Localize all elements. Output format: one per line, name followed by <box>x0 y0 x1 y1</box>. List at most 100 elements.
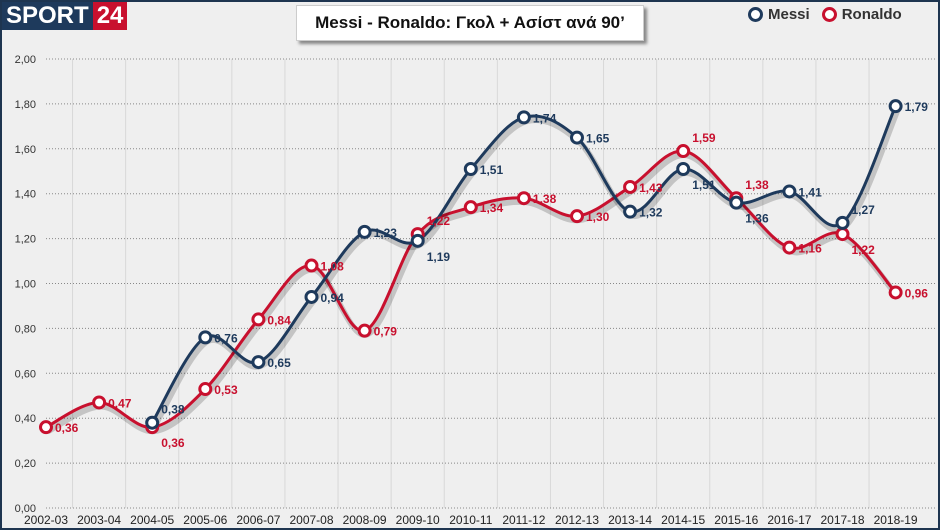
data-label-ronaldo: 1,30 <box>586 210 610 224</box>
data-point-ronaldo <box>357 323 372 338</box>
y-tick-label: 1,20 <box>15 234 36 246</box>
data-point-messi <box>251 355 266 370</box>
x-tick-label: 2002-03 <box>24 513 68 527</box>
data-point-ronaldo <box>304 258 319 273</box>
y-tick-label: 0,80 <box>15 323 36 335</box>
y-tick-label: 0,20 <box>15 458 36 470</box>
y-tick-label: 1,80 <box>15 99 36 111</box>
x-tick-label: 2012-13 <box>555 513 599 527</box>
x-tick-label: 2013-14 <box>608 513 652 527</box>
x-tick-label: 2018-19 <box>874 513 918 527</box>
logo-text-sport: SPORT <box>2 2 93 30</box>
data-label-messi: 0,65 <box>267 356 291 370</box>
x-tick-label: 2006-07 <box>236 513 280 527</box>
legend-item-ronaldo: Ronaldo <box>821 6 902 23</box>
data-label-ronaldo: 1,38 <box>533 192 557 206</box>
x-tick-label: 2015-16 <box>714 513 758 527</box>
data-point-messi <box>623 204 638 219</box>
legend-marker-messi <box>748 7 763 22</box>
data-label-messi: 1,51 <box>692 178 716 192</box>
x-tick-label: 2016-17 <box>767 513 811 527</box>
logo-text-24: 24 <box>92 2 128 30</box>
x-tick-label: 2005-06 <box>183 513 227 527</box>
data-label-ronaldo: 0,79 <box>374 325 398 339</box>
data-point-messi <box>835 215 850 230</box>
data-label-ronaldo: 1,38 <box>745 178 769 192</box>
x-tick-label: 2003-04 <box>77 513 121 527</box>
series-line-messi <box>150 105 897 424</box>
legend: Messi Ronaldo <box>748 6 902 23</box>
x-tick-label: 2017-18 <box>820 513 864 527</box>
data-point-messi <box>516 110 531 125</box>
data-label-ronaldo: 1,34 <box>480 201 504 215</box>
data-point-ronaldo <box>782 240 797 255</box>
data-point-ronaldo <box>92 395 107 410</box>
data-label-messi: 1,65 <box>586 132 610 146</box>
y-tick-label: 0,60 <box>15 368 36 380</box>
data-point-messi <box>888 99 903 114</box>
data-point-ronaldo <box>835 227 850 242</box>
data-point-messi <box>410 233 425 248</box>
data-point-ronaldo <box>623 179 638 194</box>
y-tick-label: 0,40 <box>15 413 36 425</box>
data-point-ronaldo <box>251 312 266 327</box>
x-tick-label: 2008-09 <box>343 513 387 527</box>
data-label-messi: 1,19 <box>427 250 451 264</box>
data-label-ronaldo: 0,47 <box>108 396 132 410</box>
y-tick-label: 2,00 <box>15 54 36 66</box>
data-point-messi <box>463 162 478 177</box>
data-label-messi: 1,23 <box>374 226 398 240</box>
data-point-ronaldo <box>463 200 478 215</box>
data-point-ronaldo <box>676 144 691 159</box>
data-label-ronaldo: 0,53 <box>214 383 238 397</box>
data-label-messi: 0,38 <box>161 403 185 417</box>
data-point-messi <box>198 330 213 345</box>
legend-marker-ronaldo <box>821 7 837 22</box>
data-label-ronaldo: 1,43 <box>639 181 663 195</box>
data-label-messi: 0,94 <box>321 291 345 305</box>
data-point-ronaldo <box>570 209 584 224</box>
data-label-messi: 1,79 <box>905 100 929 114</box>
series-shadow-messi <box>151 108 901 429</box>
data-point-messi <box>145 415 160 430</box>
data-label-ronaldo: 0,36 <box>55 421 79 435</box>
x-tick-label: 2007-08 <box>289 513 333 527</box>
data-point-messi <box>570 130 584 145</box>
legend-label-messi: Messi <box>768 6 810 23</box>
data-point-ronaldo <box>888 285 903 300</box>
sport24-logo: SPORT 24 <box>2 2 128 30</box>
data-label-ronaldo: 0,36 <box>161 436 185 450</box>
data-label-messi: 1,51 <box>480 163 504 177</box>
data-label-ronaldo: 0,84 <box>267 313 291 327</box>
data-label-messi: 1,41 <box>798 185 822 199</box>
data-label-messi: 1,27 <box>852 203 876 217</box>
data-label-ronaldo: 1,08 <box>321 260 345 274</box>
series-line-ronaldo <box>45 149 897 429</box>
y-tick-label: 1,60 <box>15 144 36 156</box>
x-tick-label: 2010-11 <box>449 513 492 527</box>
x-tick-label: 2014-15 <box>661 513 705 527</box>
data-label-ronaldo: 1,59 <box>692 131 716 145</box>
y-tick-label: 0,00 <box>15 503 36 515</box>
y-tick-label: 1,40 <box>15 189 36 201</box>
y-tick-label: 1,00 <box>15 279 36 291</box>
legend-label-ronaldo: Ronaldo <box>841 6 902 23</box>
data-point-messi <box>782 184 797 199</box>
data-label-ronaldo: 1,22 <box>427 214 451 228</box>
data-point-ronaldo <box>516 191 531 206</box>
data-label-messi: 0,76 <box>214 331 238 345</box>
data-label-ronaldo: 1,16 <box>798 242 822 256</box>
x-tick-label: 2011-12 <box>502 513 545 527</box>
legend-item-messi: Messi <box>748 6 810 23</box>
data-label-messi: 1,32 <box>639 206 663 220</box>
x-tick-label: 2009-10 <box>396 513 440 527</box>
data-label-ronaldo: 0,96 <box>905 286 929 300</box>
data-point-messi <box>676 162 691 177</box>
data-label-messi: 1,74 <box>533 111 557 125</box>
data-point-ronaldo <box>39 420 53 435</box>
data-point-messi <box>729 195 744 210</box>
x-tick-label: 2004-05 <box>130 513 174 527</box>
data-label-ronaldo: 1,22 <box>852 243 876 257</box>
